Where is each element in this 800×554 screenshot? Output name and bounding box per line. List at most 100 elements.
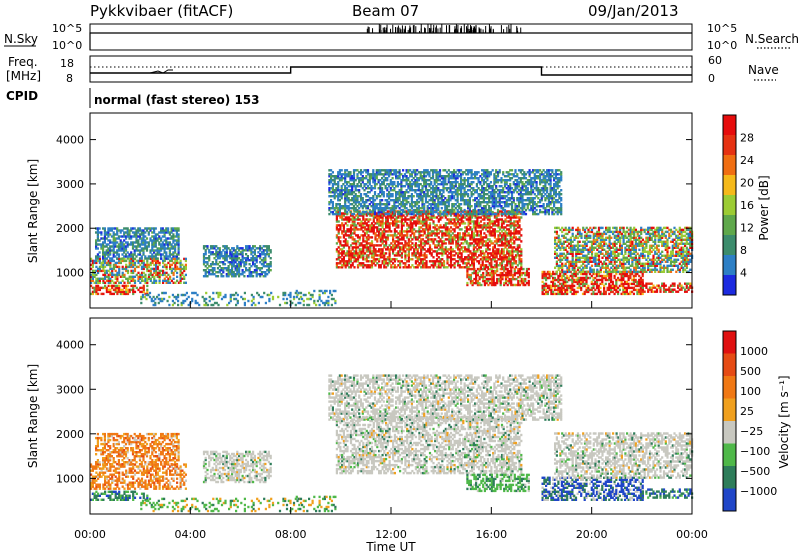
power-cell: [177, 251, 180, 254]
power-cell: [417, 195, 420, 198]
power-cell: [426, 171, 429, 174]
power-cell: [333, 197, 336, 200]
power-cell: [284, 293, 287, 297]
power-cell: [111, 275, 114, 278]
power-cell: [458, 218, 461, 221]
power-cell: [268, 297, 271, 301]
power-cell: [402, 185, 405, 188]
power-cell: [488, 205, 491, 208]
power-cell: [114, 243, 117, 246]
power-cell: [373, 212, 377, 216]
power-cell: [96, 231, 99, 234]
power-cell: [247, 299, 250, 303]
power-cell: [325, 301, 328, 305]
power-cell: [398, 197, 401, 200]
power-cell: [463, 189, 466, 192]
power-cell: [421, 220, 425, 223]
power-cell: [467, 242, 470, 245]
power-cell: [374, 264, 377, 267]
power-cell: [131, 227, 135, 230]
power-cell: [368, 177, 371, 180]
power-cell: [465, 201, 468, 204]
power-cell: [479, 242, 482, 245]
power-cell: [252, 275, 255, 278]
power-cell: [399, 254, 402, 257]
power-cell: [231, 261, 234, 264]
power-cell: [339, 248, 342, 251]
power-cell: [482, 183, 485, 186]
power-cell: [118, 259, 121, 263]
power-cell: [342, 262, 345, 265]
power-cell: [112, 239, 115, 242]
power-cell: [420, 234, 423, 237]
power-cell: [388, 185, 391, 188]
power-cell: [430, 238, 433, 241]
power-cell: [376, 220, 379, 223]
power-cell: [500, 244, 504, 247]
power-cell: [474, 252, 477, 255]
power-cell: [486, 171, 489, 174]
power-cell: [506, 256, 509, 259]
power-cell: [378, 264, 381, 267]
power-cell: [348, 248, 351, 251]
power-cell: [471, 254, 474, 257]
power-cell: [414, 260, 417, 263]
power-cell: [362, 252, 365, 255]
power-cell: [151, 235, 154, 238]
power-cell: [485, 240, 488, 243]
power-cell: [447, 173, 450, 176]
power-cell: [465, 256, 468, 259]
power-cell: [382, 203, 385, 206]
power-cell: [435, 210, 438, 214]
power-cell: [502, 189, 505, 192]
power-cell: [365, 222, 368, 225]
power-cell: [451, 173, 454, 176]
power-cell: [158, 281, 161, 284]
power-cell: [91, 259, 94, 263]
power-cell: [140, 247, 143, 250]
power-cell: [488, 195, 491, 198]
power-cell: [492, 232, 495, 235]
power-cell: [277, 295, 280, 299]
power-cell: [340, 187, 343, 190]
power-cell: [174, 247, 177, 250]
power-cell: [454, 171, 457, 174]
power-cell: [402, 214, 405, 217]
power-cell: [465, 199, 468, 202]
power-cell: [226, 303, 229, 307]
power-cell: [362, 240, 365, 243]
power-cell: [229, 299, 232, 303]
power-cell: [339, 224, 342, 227]
power-cell: [126, 227, 129, 230]
power-cell: [416, 185, 419, 188]
power-cell: [109, 290, 112, 294]
power-cell: [388, 260, 391, 263]
power-cell: [474, 177, 477, 180]
power-cell: [453, 187, 456, 190]
power-cell: [236, 263, 239, 266]
power-cell: [109, 263, 112, 267]
power-cell: [216, 251, 220, 254]
power-cell: [358, 171, 361, 174]
power-cell: [142, 247, 145, 250]
power-cell: [379, 208, 382, 212]
power-cell: [223, 245, 227, 248]
power-cell: [109, 277, 112, 280]
power-cell: [234, 269, 237, 272]
power-cell: [370, 228, 374, 231]
power-cell: [323, 301, 326, 305]
power-cell: [123, 251, 126, 254]
power-cell: [405, 191, 408, 194]
power-cell: [177, 243, 180, 246]
power-cell: [353, 240, 356, 243]
power-cell: [239, 251, 242, 254]
power-cell: [340, 191, 343, 194]
power-cell: [351, 212, 354, 216]
power-cell: [114, 265, 117, 269]
power-cell: [142, 263, 145, 267]
power-cell: [405, 171, 408, 174]
power-cell: [493, 240, 496, 243]
power-cell: [147, 227, 150, 230]
power-cell: [402, 262, 405, 265]
power-cell: [513, 230, 516, 233]
